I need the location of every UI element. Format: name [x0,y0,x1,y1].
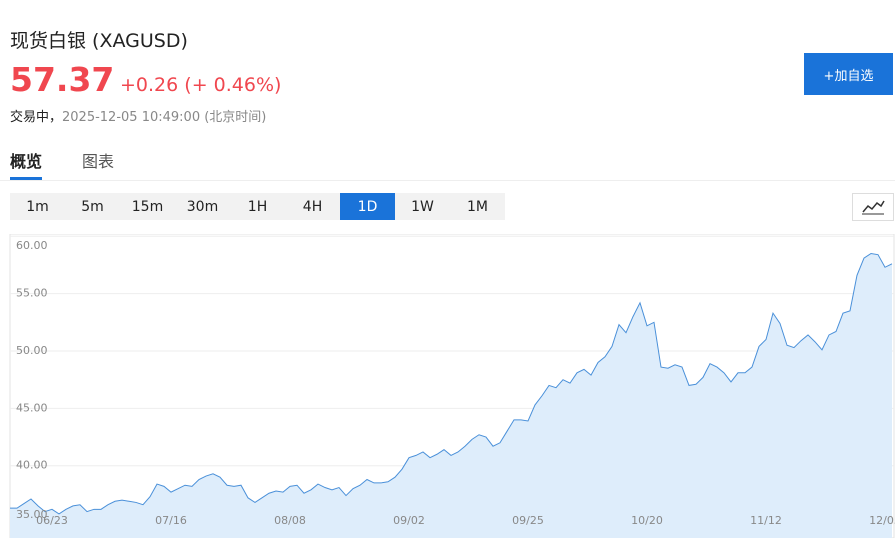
chart: 35.00 40.00 45.00 50.00 55.00 60.00 06/23 07/16… [9,234,895,538]
change-percent: (+ 0.46%) [184,74,282,96]
interval-button[interactable]: 4H [302,198,323,215]
interval-button[interactable]: 1m [26,198,49,215]
change-value: +0.26 [120,74,179,96]
add-watchlist-button[interactable]: +加自选 [804,53,893,95]
interval-button[interactable]: 5m [81,198,104,215]
x-tick-label: 09/25 [512,514,544,527]
status-text: 交易中， [10,110,63,125]
interval-button[interactable]: 30m [186,198,219,215]
x-tick-label: 06/23 [36,514,68,527]
chart-type-button[interactable] [852,193,894,221]
interval-button[interactable]: 15m [131,198,164,215]
tab-underline [10,177,42,180]
status: 交易中，2025-12-05 10:49:00 (北京时间) [10,106,266,125]
interval-button[interactable]: 1W [411,198,434,215]
y-tick-label: 35.00 [16,508,48,521]
x-tick-label: 09/02 [393,514,425,527]
y-tick-label: 45.00 [16,401,48,414]
interval-button[interactable]: 1M [467,198,488,215]
change: +0.26 (+ 0.46%) [120,74,281,96]
x-tick-label: 11/12 [750,514,782,527]
tabs: 概览 图表 [0,146,895,181]
x-tick-label: 10/20 [631,514,663,527]
x-tick-label: 08/08 [274,514,306,527]
y-tick-label: 60.00 [16,239,48,252]
tab[interactable]: 图表 [82,152,115,171]
interval-bar: 1m 5m 15m 30m 1H 4H 1D 1W 1M [10,193,505,220]
x-tick-label: 07/16 [155,514,187,527]
timestamp: 2025-12-05 10:49:00 (北京时间) [62,110,267,125]
x-tick-label: 12/05 [869,514,895,527]
area [10,253,892,538]
y-tick-label: 50.00 [16,344,48,357]
line [10,252,893,515]
y-tick-label: 55.00 [16,287,48,300]
y-tick-label: 40.00 [16,459,48,472]
price: 57.37 [10,60,115,99]
title: 现货白银 (XAGUSD) [10,30,188,52]
tab[interactable]: 概览 [10,152,43,171]
interval-button[interactable]: 1H [247,198,268,215]
interval-button[interactable]: 1D [340,193,395,220]
chart-frame [9,234,895,538]
chart-type-icon [862,200,885,215]
